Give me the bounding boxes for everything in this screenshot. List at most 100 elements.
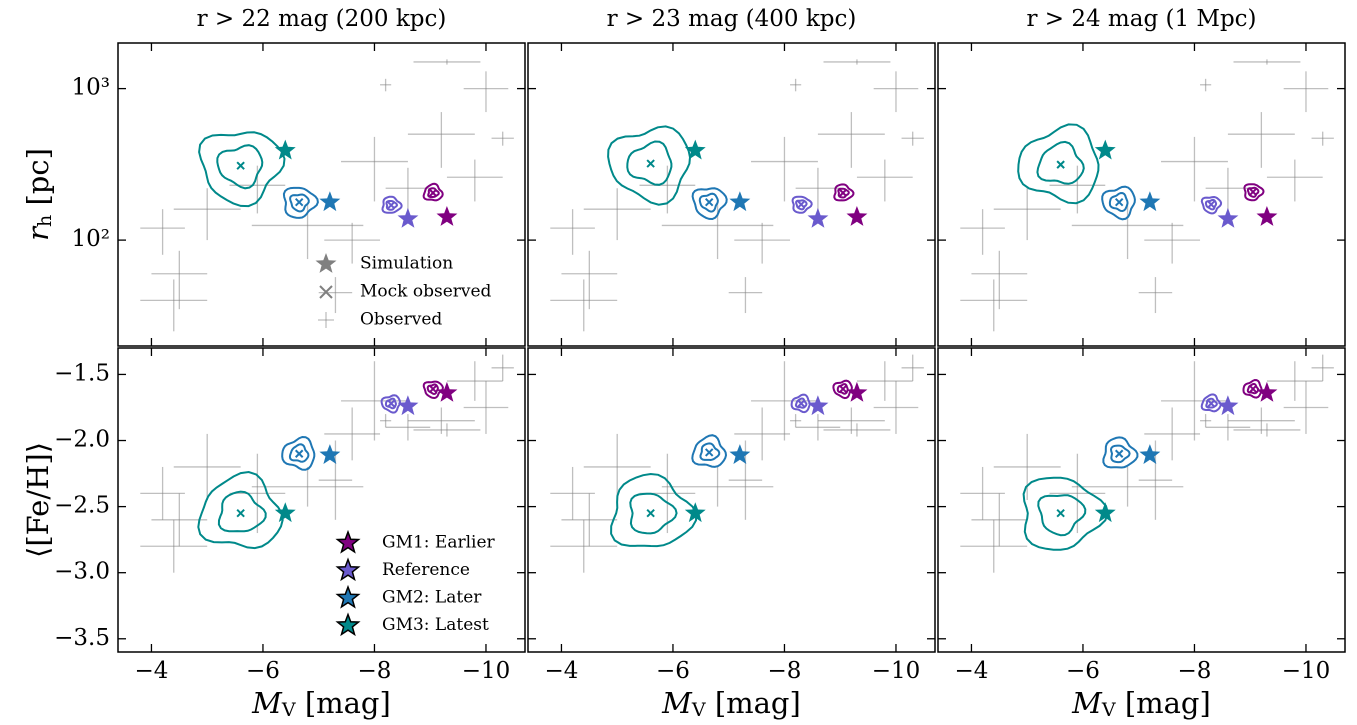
- contour: [626, 140, 673, 186]
- x-tick-label: −4: [544, 658, 578, 684]
- mock-observed-marker: [796, 200, 806, 209]
- simulation-star: [319, 444, 341, 464]
- contour: [288, 443, 310, 463]
- panel-title: r > 22 mag (200 kpc): [197, 6, 447, 32]
- mock-observed-marker: [704, 448, 714, 457]
- legend-label: GM1: Earlier: [382, 533, 496, 553]
- contour: [216, 144, 264, 190]
- simulation-star: [1139, 444, 1161, 464]
- x-tick-label: −8: [1178, 658, 1212, 684]
- x-tick-label: −4: [954, 658, 988, 684]
- legend-label: Reference: [382, 560, 470, 580]
- mock-observed-marker: [386, 399, 396, 408]
- simulation-star: [274, 139, 296, 160]
- plot-frame: [117, 42, 526, 347]
- mock-observed-marker: [236, 509, 245, 518]
- contour: [610, 472, 698, 548]
- plot-area: [528, 43, 935, 346]
- contour: [282, 186, 319, 219]
- simulation-star: [1256, 381, 1278, 402]
- contour: [1037, 494, 1087, 537]
- mock-observed-marker: [294, 449, 304, 458]
- y-tick-label: −2.0: [54, 427, 110, 453]
- simulation-star: [684, 139, 706, 160]
- contour: [1108, 191, 1129, 213]
- y-tick-label: 10²: [72, 226, 111, 252]
- mock-observed-marker: [1114, 197, 1124, 207]
- contour: [1243, 183, 1265, 202]
- plot-area: [938, 348, 1345, 652]
- x-axis-label: MV [mag]: [1071, 686, 1211, 721]
- legend-label: Mock observed: [360, 282, 492, 302]
- mock-observed-marker: [796, 399, 806, 408]
- simulation-star: [1094, 502, 1116, 523]
- x-axis-label-part: M: [251, 686, 283, 720]
- y-axis-label: ⟨[Fe/H]⟩: [21, 442, 55, 558]
- plot-frame: [937, 42, 1346, 347]
- x-axis-label-part: [mag]: [706, 686, 801, 720]
- mock-observed-marker: [704, 197, 714, 207]
- mock-observed-marker: [1056, 160, 1065, 169]
- simulation-star: [319, 191, 341, 212]
- mock-observed-marker: [386, 200, 396, 210]
- contour: [790, 393, 811, 414]
- contour: [629, 492, 678, 535]
- x-axis-label-part: V: [281, 699, 296, 721]
- mock-observed-marker: [1248, 187, 1258, 197]
- y-tick-label: −1.5: [54, 360, 110, 386]
- simulation-star: [1139, 191, 1161, 212]
- simulation-star: [397, 395, 419, 416]
- contour: [691, 187, 728, 221]
- simulation-star: [436, 206, 458, 226]
- mock-observed-marker: [1206, 399, 1216, 408]
- mock-observed-marker: [1114, 449, 1124, 458]
- x-tick-label: −8: [768, 658, 802, 684]
- legend-star: [315, 253, 337, 273]
- contour: [381, 195, 403, 214]
- contour: [281, 435, 316, 471]
- x-tick-label: −6: [656, 658, 690, 684]
- x-axis-label-part: V: [1101, 699, 1116, 721]
- y-axis-label-part: r: [21, 225, 55, 241]
- simulation-star: [436, 381, 458, 402]
- mock-observed-marker: [1056, 509, 1065, 518]
- contour: [1102, 436, 1139, 469]
- contour: [699, 442, 721, 462]
- mock-observed-marker: [838, 384, 848, 394]
- x-axis-label-part: M: [661, 686, 693, 720]
- simulation-star: [1217, 395, 1239, 416]
- x-axis-label-part: [mag]: [296, 686, 391, 720]
- simulation-star: [1256, 206, 1278, 226]
- mock-observed-marker: [428, 384, 438, 394]
- x-tick-label: −10: [872, 658, 921, 684]
- contour: [1246, 382, 1260, 395]
- y-tick-label: −3.5: [54, 625, 110, 651]
- legend-label: GM3: Latest: [382, 615, 489, 635]
- simulation-star: [274, 502, 296, 523]
- plot-area: [118, 348, 525, 652]
- contour: [197, 470, 284, 550]
- x-tick-label: −10: [1282, 658, 1331, 684]
- panel-title: r > 23 mag (400 kpc): [607, 6, 857, 32]
- y-axis-label-part: ⟨[Fe/H]⟩: [21, 442, 55, 558]
- y-axis-label: rh [pc]: [21, 148, 56, 241]
- contour: [422, 182, 444, 202]
- x-axis-label-part: V: [691, 699, 706, 721]
- simulation-star: [1094, 139, 1116, 160]
- contour: [217, 490, 267, 533]
- x-axis-label-part: [mag]: [1116, 686, 1211, 720]
- legend-star: [335, 612, 361, 637]
- simulation-star: [807, 207, 829, 228]
- mock-observed-marker: [1248, 384, 1258, 394]
- x-tick-label: −10: [462, 658, 511, 684]
- contour: [791, 195, 813, 214]
- x-tick-label: −8: [358, 658, 392, 684]
- x-tick-label: −6: [246, 658, 280, 684]
- contour: [1036, 140, 1085, 185]
- mock-observed-marker: [646, 159, 655, 168]
- x-axis-label-part: M: [1071, 686, 1103, 720]
- mock-observed-marker: [428, 188, 438, 198]
- y-tick-label: −3.0: [54, 559, 110, 585]
- contour: [833, 183, 855, 202]
